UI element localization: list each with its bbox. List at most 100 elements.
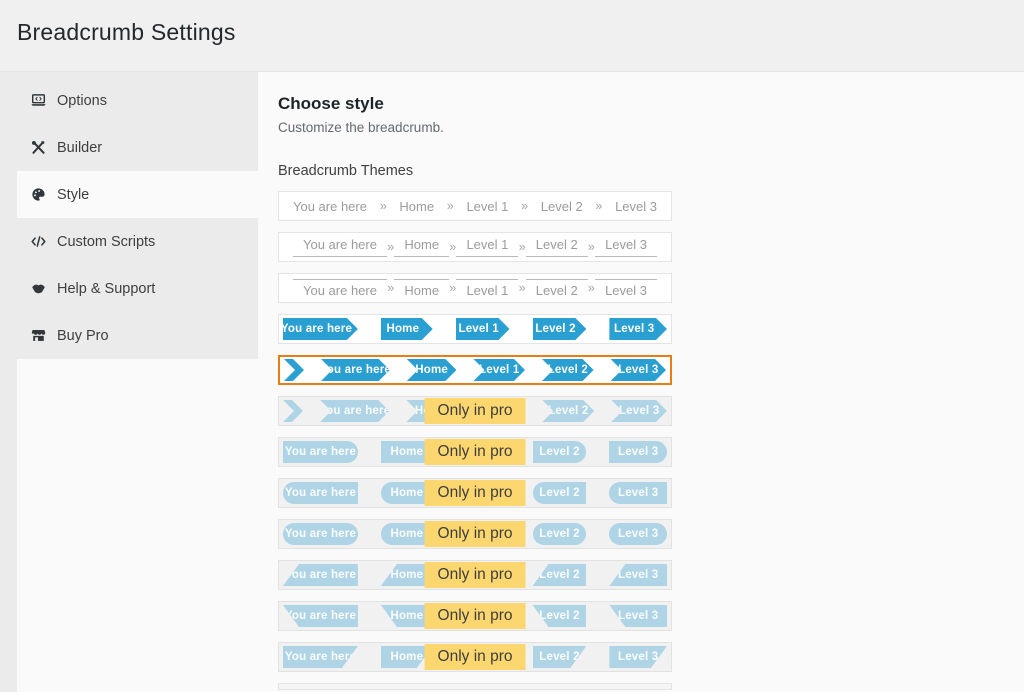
- tools-icon: [29, 139, 47, 157]
- breadcrumb-segment: You are here: [283, 441, 358, 463]
- sidebar-item-label: Builder: [57, 139, 103, 156]
- breadcrumb-separator: »: [587, 240, 595, 254]
- breadcrumb-segment: Home: [380, 523, 433, 545]
- breadcrumb-segment: Home: [380, 441, 433, 463]
- breadcrumb-item: Home: [394, 237, 450, 257]
- breadcrumb-segment: Level 3: [609, 441, 667, 463]
- breadcrumb-separator: »: [387, 240, 395, 254]
- breadcrumb-separator: »: [387, 281, 395, 295]
- breadcrumb-segment: Home: [381, 646, 433, 668]
- breadcrumb-segment: Level 2: [533, 646, 587, 668]
- only-in-pro-badge: Only in pro: [424, 439, 526, 465]
- breadcrumb-item: Home: [399, 198, 435, 214]
- breadcrumb-theme-option-2[interactable]: You are here» Home» Level 1» Level 2» Level …: [278, 232, 672, 262]
- store-icon: [29, 327, 47, 345]
- sidebar-item-style[interactable]: Style: [17, 171, 258, 218]
- sidebar-item-label: Custom Scripts: [57, 233, 156, 250]
- page-header: Breadcrumb Settings: [0, 0, 1024, 72]
- breadcrumb-segment: Level 2: [533, 318, 587, 340]
- sidebar-item-builder[interactable]: Builder: [0, 124, 258, 171]
- breadcrumb-segment: Level 3: [611, 400, 667, 422]
- breadcrumb-item: You are here: [293, 198, 367, 214]
- breadcrumb-item: Level 1: [456, 278, 519, 298]
- breadcrumb-item: Level 1: [466, 198, 509, 214]
- breadcrumb-segment: Level 1: [473, 359, 525, 381]
- breadcrumb-segment: Level 3: [611, 359, 666, 381]
- breadcrumb-segment: Level 2: [542, 359, 594, 381]
- breadcrumb-segment: You are here: [321, 359, 390, 381]
- breadcrumb-separator: »: [518, 240, 526, 254]
- breadcrumb-item: Home: [394, 278, 450, 298]
- only-in-pro-badge: Only in pro: [424, 603, 526, 629]
- breadcrumb-segment: Level 2: [532, 441, 587, 463]
- breadcrumb-segment: Level 1: [456, 318, 510, 340]
- themes-label: Breadcrumb Themes: [278, 163, 414, 179]
- breadcrumb-theme-option-4[interactable]: You are here Home Level 1 Level 2 Level 3: [278, 314, 672, 344]
- breadcrumb-segment: Level 3: [609, 564, 667, 586]
- sidebar: Options Builder Style Custom Scripts Help & …: [0, 72, 258, 692]
- breadcrumb-separator: »: [518, 281, 526, 295]
- support-icon: [29, 280, 47, 298]
- sidebar-item-help-support[interactable]: Help & Support: [0, 265, 258, 312]
- laptop-icon: [29, 92, 47, 110]
- breadcrumb-segment: You are here: [283, 646, 358, 668]
- sidebar-item-label: Style: [57, 186, 90, 203]
- sidebar-item-options[interactable]: Options: [0, 77, 258, 124]
- breadcrumb-theme-option-13[interactable]: [278, 683, 672, 690]
- theme-list: You are here» Home» Level 1» Level 2» Level …: [278, 191, 1024, 690]
- code-icon: [29, 233, 47, 251]
- breadcrumb-segment: You are here: [283, 482, 358, 504]
- breadcrumb-segment: You are here: [283, 523, 358, 545]
- breadcrumb-segment: Level 2: [532, 523, 587, 545]
- sidebar-item-label: Options: [57, 92, 107, 109]
- breadcrumb-item: Level 1: [456, 237, 519, 257]
- only-in-pro-badge: Only in pro: [424, 398, 526, 424]
- only-in-pro-badge: Only in pro: [424, 644, 526, 670]
- breadcrumb-theme-option-5[interactable]: You are here Home Level 1 Level 2 Level 3: [278, 355, 672, 385]
- breadcrumb-segment: Level 2: [542, 400, 594, 422]
- breadcrumb-segment: Home: [381, 318, 433, 340]
- main-content: Choose style Customize the breadcrumb. B…: [258, 72, 1024, 692]
- breadcrumb-segment: Level 2: [532, 482, 587, 504]
- breadcrumb-theme-option-1[interactable]: You are here » Home » Level 1 » Level 2 » Level …: [278, 191, 672, 221]
- sidebar-item-label: Help & Support: [57, 280, 156, 297]
- breadcrumb-segment: Level 3: [609, 605, 667, 627]
- breadcrumb-separator: »: [449, 240, 457, 254]
- breadcrumb-segment: Home: [407, 359, 457, 381]
- breadcrumb-separator: »: [521, 199, 529, 213]
- breadcrumb-separator: »: [449, 281, 457, 295]
- breadcrumb-separator: »: [587, 281, 595, 295]
- sidebar-item-buy-pro[interactable]: Buy Pro: [0, 312, 258, 359]
- breadcrumb-segment: Level 2: [532, 605, 587, 627]
- breadcrumb-item: You are here: [293, 237, 387, 257]
- breadcrumb-theme-option-3[interactable]: You are here» Home» Level 1» Level 2» Level …: [278, 273, 672, 303]
- breadcrumb-item: Level 3: [595, 278, 657, 298]
- breadcrumb-segment: Level 3: [609, 646, 667, 668]
- only-in-pro-badge: Only in pro: [424, 562, 526, 588]
- breadcrumb-segment: Home: [380, 482, 433, 504]
- breadcrumb-segment: Home: [380, 605, 433, 627]
- breadcrumb-segment: You are here: [283, 564, 358, 586]
- breadcrumb-separator: »: [595, 199, 603, 213]
- sidebar-item-label: Buy Pro: [57, 327, 109, 344]
- breadcrumb-separator: »: [446, 199, 454, 213]
- breadcrumb-segment: Level 2: [532, 564, 587, 586]
- chevron-lead-icon: [283, 400, 303, 422]
- breadcrumb-segment: Home: [380, 564, 433, 586]
- only-in-pro-badge: Only in pro: [424, 480, 526, 506]
- section-heading: Choose style: [278, 94, 384, 113]
- sidebar-item-custom-scripts[interactable]: Custom Scripts: [0, 218, 258, 265]
- breadcrumb-segment: You are here: [320, 400, 389, 422]
- breadcrumb-item: Level 3: [615, 198, 657, 214]
- page-layout: Options Builder Style Custom Scripts Help & …: [0, 72, 1024, 692]
- breadcrumb-segment: Level 3: [609, 482, 667, 504]
- sidebar-filler: [17, 359, 258, 692]
